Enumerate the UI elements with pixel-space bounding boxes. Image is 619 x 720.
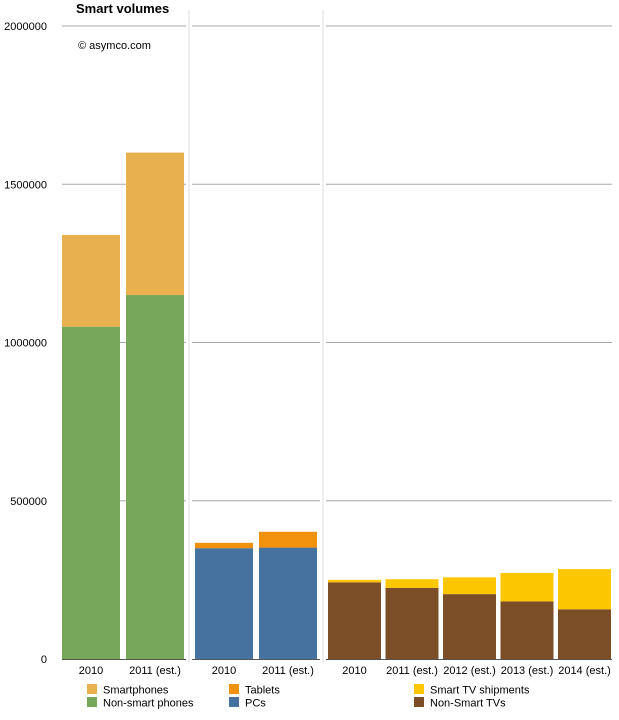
legend-swatch (87, 697, 97, 707)
legend-label: Smart TV shipments (430, 685, 530, 697)
bar-segment-non-smart-tv (328, 582, 381, 659)
legend-swatch (414, 684, 424, 694)
y-tick-label: 500000 (10, 496, 47, 508)
bar-segment-pcs (195, 548, 253, 659)
chart-subtitle: © asymco.com (78, 40, 151, 52)
legend-label: PCs (245, 698, 266, 710)
legend-swatch (414, 697, 424, 707)
legend-swatch (87, 684, 97, 694)
chart-title: Smart volumes (76, 1, 169, 16)
x-tick-label: 2014 (est.) (558, 665, 611, 677)
legend-label: Smartphones (103, 685, 169, 697)
bar-segment-non-smart-tv (443, 594, 496, 659)
bar-segment-tablets (259, 531, 317, 548)
bar-segment-smart-tv (328, 579, 381, 583)
gridlines (62, 10, 612, 663)
legend-label: Tablets (245, 685, 280, 697)
bar-segment-non-smart-phones (62, 326, 120, 659)
x-tick-label: 2010 (79, 665, 103, 677)
bar-segment-pcs (259, 547, 317, 659)
x-tick-label: 2011 (est.) (129, 665, 181, 677)
bar-segment-smart-tv (558, 569, 611, 610)
y-tick-label: 0 (41, 654, 47, 666)
bars: 2010 2011 (est.) 2010 2011 (est.) 2010 2011 (… (62, 152, 611, 677)
bar-segment-tablets (195, 542, 253, 549)
bar-segment-smartphones (126, 152, 184, 296)
x-tick-label: 2010 (212, 665, 236, 677)
bar-segment-non-smart-phones (126, 295, 184, 659)
x-tick-label: 2011 (est.) (386, 665, 438, 677)
y-tick-label: 1500000 (4, 179, 47, 191)
legend-label: Non-Smart TVs (430, 698, 506, 710)
x-tick-label: 2010 (342, 665, 366, 677)
x-tick-label: 2012 (est.) (443, 665, 496, 677)
bar-segment-smart-tv (385, 579, 439, 588)
axes: 0 500000 1000000 1500000 2000000 (4, 21, 612, 666)
y-tick-label: 1000000 (4, 338, 47, 350)
bar-segment-smart-tv (443, 577, 496, 595)
bar-segment-non-smart-tv (385, 587, 439, 659)
x-tick-label: 2013 (est.) (501, 665, 554, 677)
legend-swatch (229, 684, 239, 694)
legend-swatch (229, 697, 239, 707)
x-tick-label: 2011 (est.) (262, 665, 314, 677)
legend-label: Non-smart phones (103, 698, 194, 710)
bar-segment-non-smart-tv (558, 609, 611, 659)
bar-segment-non-smart-tv (500, 601, 554, 659)
y-tick-label: 2000000 (4, 21, 47, 33)
bar-segment-smartphones (62, 234, 120, 327)
bar-segment-smart-tv (500, 572, 554, 602)
